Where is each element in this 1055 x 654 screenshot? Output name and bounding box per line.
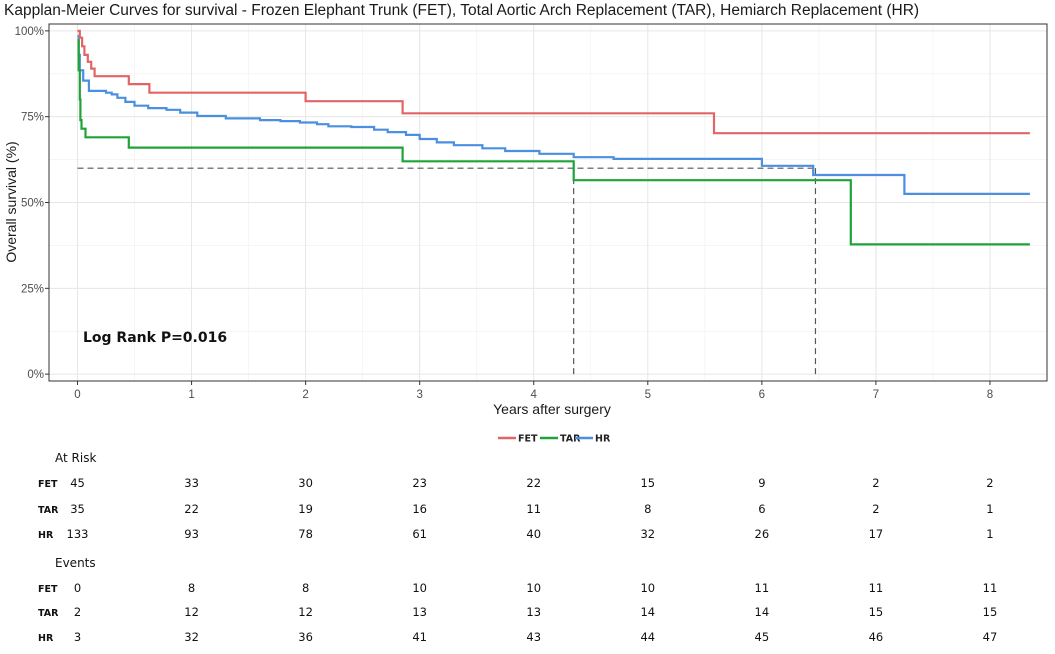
y-tick-label: 100% (15, 26, 44, 38)
at-risk-title: At Risk (55, 451, 96, 465)
events-cell: 12 (184, 605, 199, 619)
events-cell: 46 (869, 630, 884, 644)
events-cell: 36 (298, 630, 313, 644)
events-cell: 8 (188, 581, 195, 595)
at_risk-cell: 93 (184, 527, 199, 541)
at_risk-cell: 30 (298, 476, 313, 490)
x-tick-label: 0 (74, 389, 80, 401)
reference-lines (77, 167, 817, 375)
events-cell: 41 (412, 630, 427, 644)
x-tick-label: 4 (531, 389, 538, 401)
legend-label-hr: HR (595, 434, 611, 445)
at_risk-cell: 35 (70, 502, 85, 516)
events-cell: 2 (74, 605, 81, 619)
x-tick-label: 7 (873, 389, 879, 401)
curve-tar (77, 39, 1030, 246)
events-cell: 8 (302, 581, 309, 595)
at_risk-cell: 40 (526, 527, 541, 541)
x-tick-label: 5 (645, 389, 651, 401)
at_risk-cell: 32 (640, 527, 655, 541)
x-tick-label: 3 (416, 389, 422, 401)
y-tick-label: 75% (21, 112, 44, 124)
at_risk-cell: 45 (70, 476, 85, 490)
events-cell: 3 (74, 630, 81, 644)
grid (49, 24, 1047, 381)
at_risk-row-label: FET (38, 479, 58, 490)
x-axis-title: Years after surgery (493, 401, 611, 417)
at_risk-cell: 17 (869, 527, 884, 541)
at_risk-row-label: TAR (38, 505, 59, 516)
y-axis-title: Overall survival (%) (3, 141, 19, 262)
x-tick-label: 2 (302, 389, 308, 401)
events-cell: 47 (983, 630, 998, 644)
at_risk-cell: 2 (872, 502, 879, 516)
events-cell: 44 (640, 630, 655, 644)
y-tick-label: 0% (27, 369, 44, 381)
at_risk-cell: 22 (184, 502, 199, 516)
events-cell: 13 (526, 605, 541, 619)
curve-hr (77, 34, 1030, 195)
events-cell: 11 (983, 581, 998, 595)
events-row-label: HR (38, 633, 54, 644)
at_risk-cell: 26 (755, 527, 770, 541)
at_risk-cell: 2 (986, 476, 993, 490)
at_risk-cell: 22 (526, 476, 541, 490)
at_risk-cell: 133 (67, 527, 89, 541)
at_risk-cell: 15 (640, 476, 655, 490)
events-cell: 32 (184, 630, 199, 644)
x-tick-label: 6 (759, 389, 765, 401)
x-tick-label: 1 (188, 389, 194, 401)
events-cell: 14 (755, 605, 770, 619)
events-cell: 11 (869, 581, 884, 595)
at_risk-cell: 6 (758, 502, 765, 516)
events-row-label: FET (38, 584, 58, 595)
events-cell: 15 (869, 605, 884, 619)
y-tick-label: 50% (21, 198, 44, 210)
events-row-label: TAR (38, 608, 59, 619)
y-tick-label: 25% (21, 283, 44, 295)
events-cell: 10 (412, 581, 427, 595)
at_risk-cell: 61 (412, 527, 427, 541)
at_risk-cell: 11 (526, 502, 541, 516)
at_risk-cell: 1 (986, 527, 993, 541)
at_risk-cell: 23 (412, 476, 427, 490)
at_risk-row-label: HR (38, 530, 54, 541)
events-cell: 15 (983, 605, 998, 619)
at_risk-cell: 2 (872, 476, 879, 490)
legend-label-fet: FET (518, 434, 538, 445)
events-cell: 45 (755, 630, 770, 644)
at_risk-cell: 9 (758, 476, 765, 490)
axis-ticks: 0 1 2 3 4 5 6 7 8 0% 25% 50% 75% 100% (15, 26, 994, 401)
events-cell: 14 (640, 605, 655, 619)
events-cell: 10 (640, 581, 655, 595)
events-cell: 11 (755, 581, 770, 595)
at_risk-cell: 8 (644, 502, 651, 516)
at_risk-cell: 19 (298, 502, 313, 516)
events-cell: 13 (412, 605, 427, 619)
legend-label-tar: TAR (560, 434, 581, 445)
x-tick-label: 8 (987, 389, 993, 401)
at_risk-cell: 33 (184, 476, 199, 490)
events-cell: 0 (74, 581, 81, 595)
at_risk-cell: 1 (986, 502, 993, 516)
survival-curves (77, 29, 1030, 246)
legend: FET TAR HR (498, 434, 611, 445)
events-cell: 12 (298, 605, 313, 619)
events-cell: 10 (526, 581, 541, 595)
chart-title: Kapplan-Meier Curves for survival - Froz… (4, 2, 919, 19)
events-cell: 43 (526, 630, 541, 644)
at_risk-cell: 78 (298, 527, 313, 541)
log-rank-annotation: Log Rank P=0.016 (83, 330, 227, 346)
events-title: Events (55, 556, 96, 570)
at_risk-cell: 16 (412, 502, 427, 516)
curve-fet (77, 29, 1030, 135)
